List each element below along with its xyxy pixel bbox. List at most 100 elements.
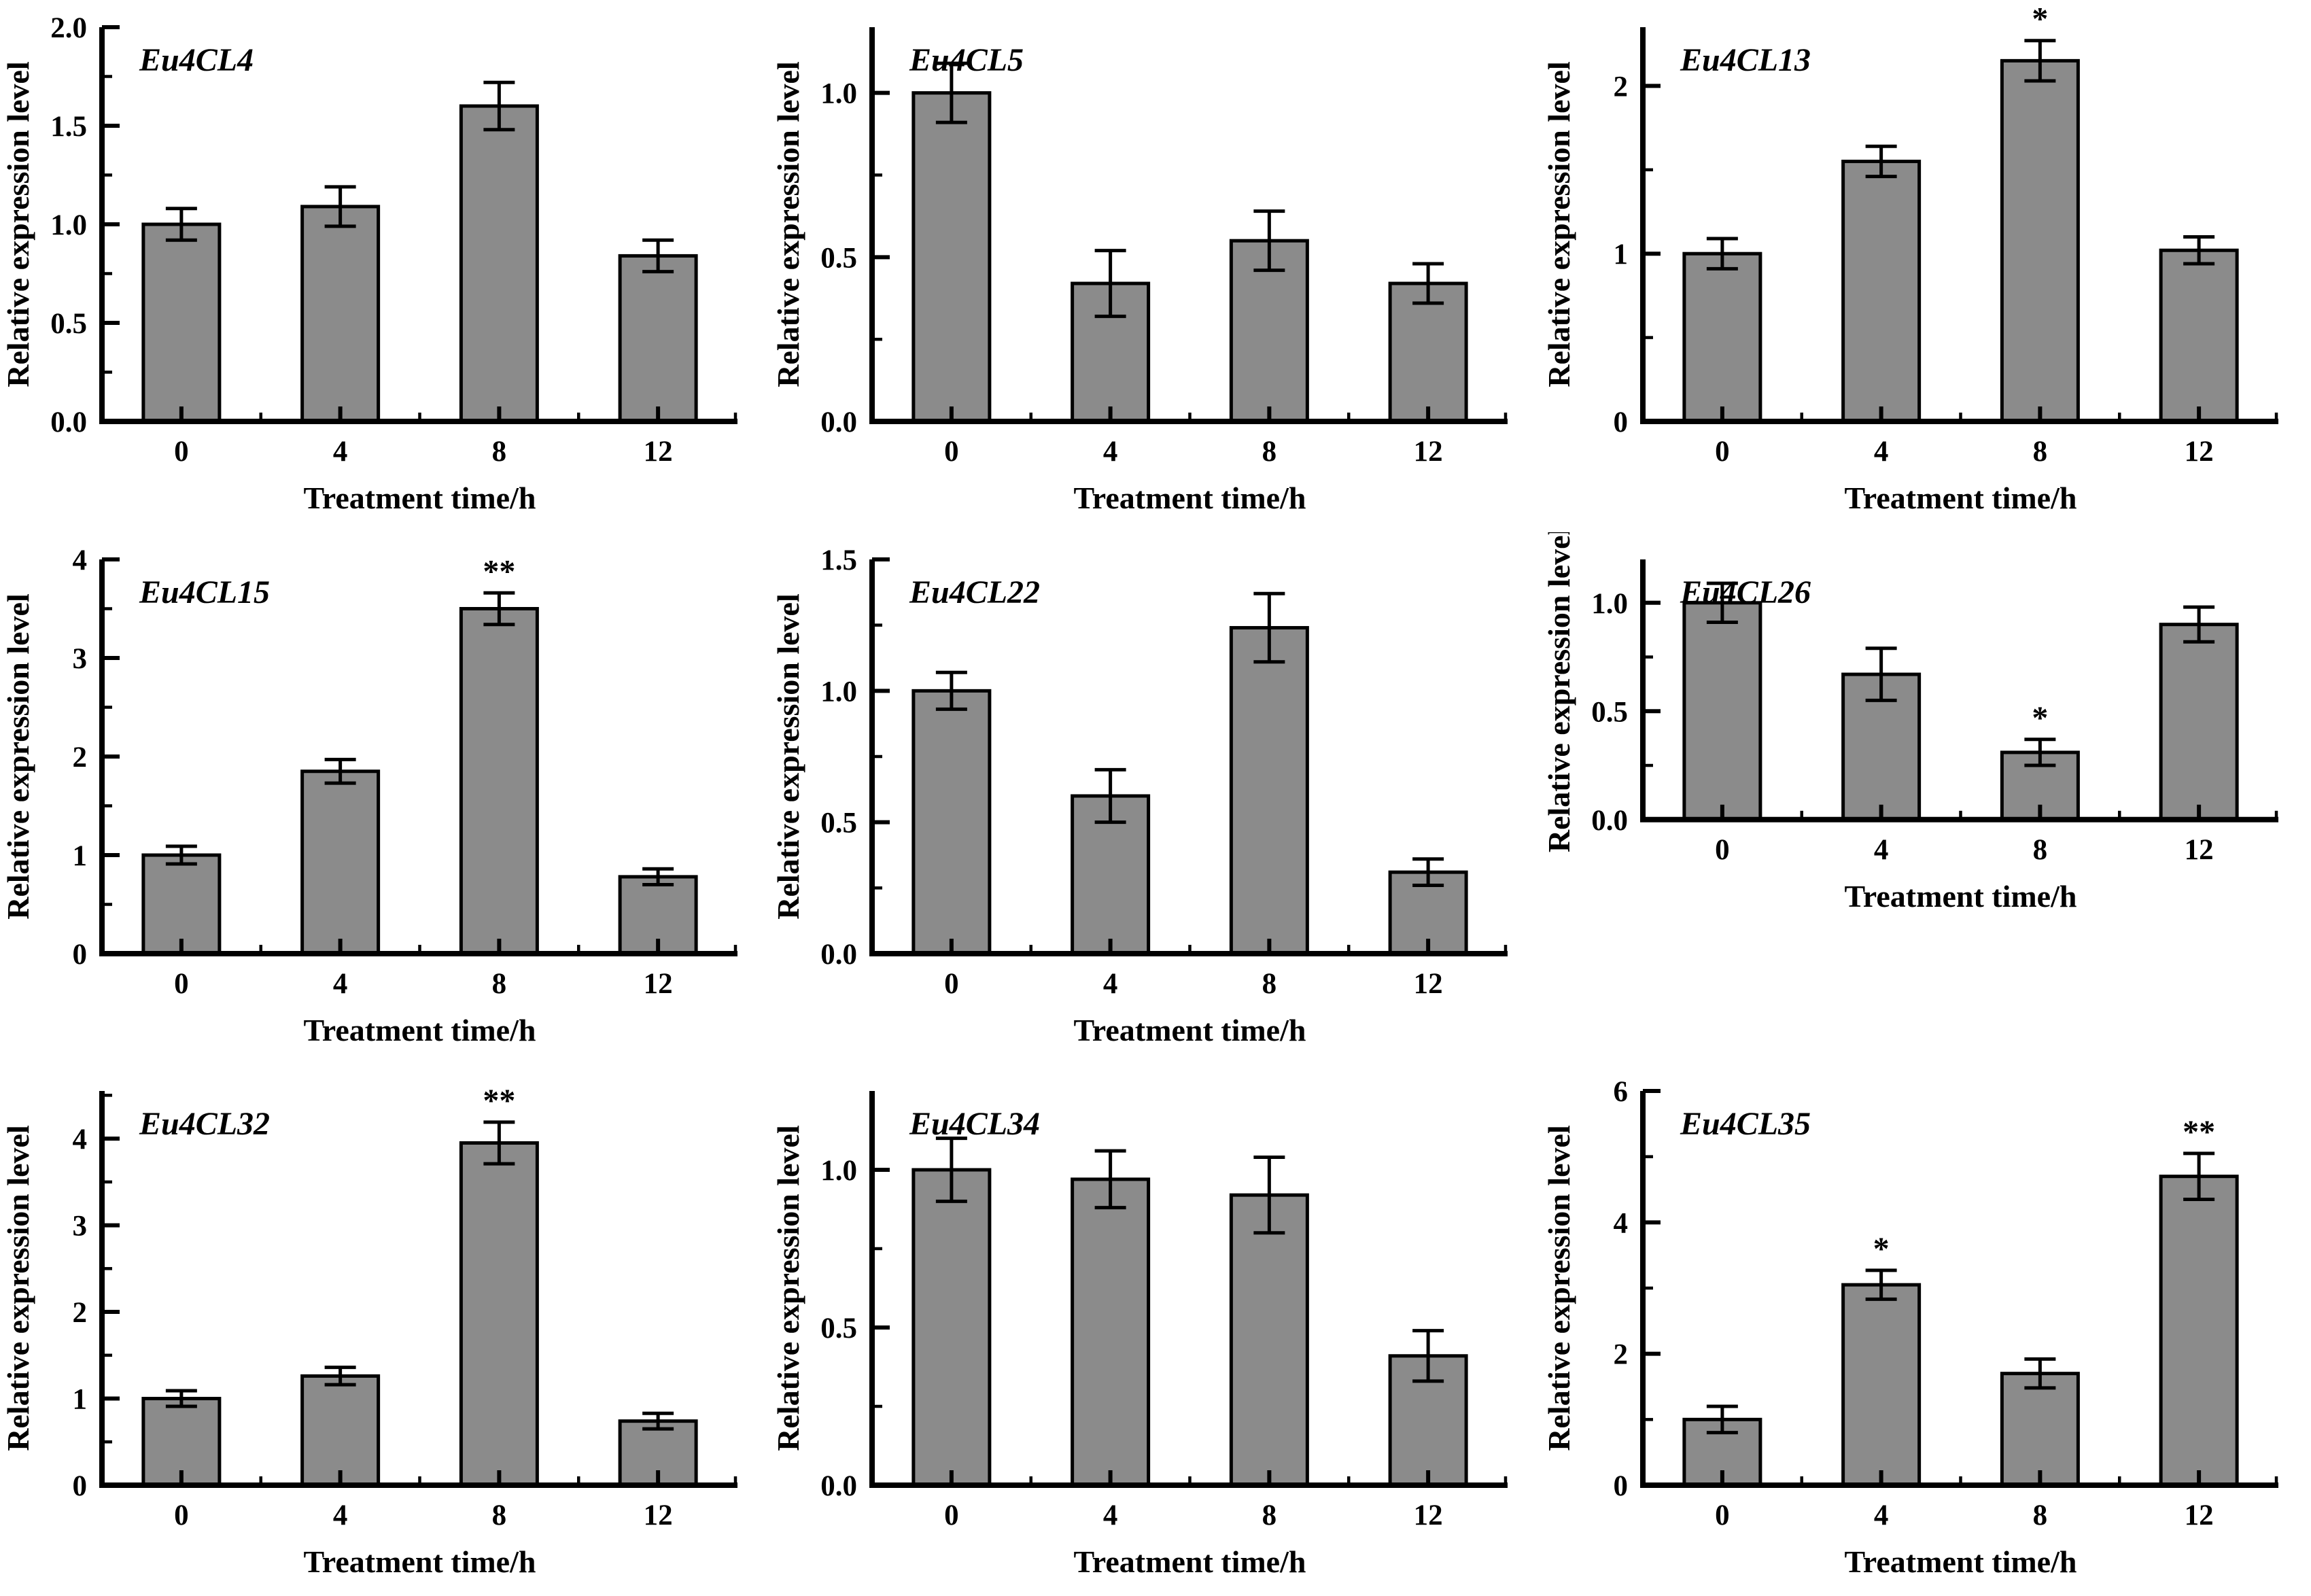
y-tick-label: 1.0 <box>821 1155 858 1187</box>
x-axis-title: Treatment time/h <box>1074 1544 1306 1579</box>
axis-lines <box>869 1091 1508 1489</box>
x-tick-label: 8 <box>2032 436 2047 468</box>
gene-title: Eu4CL35 <box>1680 1106 1811 1142</box>
x-tick-label: 12 <box>644 968 673 1000</box>
gene-title: Eu4CL4 <box>139 42 254 78</box>
gene-title: Eu4CL32 <box>139 1106 270 1142</box>
bar <box>911 1168 992 1487</box>
significance-marker: * <box>1873 1231 1889 1267</box>
y-axis-title: Relative expression level <box>1542 61 1576 387</box>
x-tick-label: 0 <box>1715 1499 1730 1531</box>
y-tick-label: 0.5 <box>821 1313 858 1345</box>
x-tick-label: 8 <box>2032 1499 2047 1531</box>
x-tick-label: 0 <box>944 1499 959 1531</box>
x-tick-label: 12 <box>2184 436 2213 468</box>
x-axis-title: Treatment time/h <box>1844 481 2077 515</box>
x-tick-label: 12 <box>1414 1499 1443 1531</box>
y-tick-label: 2 <box>73 742 88 774</box>
x-tick-label: 0 <box>944 436 959 468</box>
y-tick-label: 1 <box>1613 239 1628 271</box>
y-tick-label: 3 <box>73 1211 88 1243</box>
bar <box>1071 1177 1151 1487</box>
chart-panel: 0.0 0.5 1.0 0 4 8 12 Eu4CL5 Relative expression … <box>770 0 1540 532</box>
y-tick-label: 0.0 <box>821 406 858 438</box>
x-tick-label: 8 <box>1262 1499 1277 1531</box>
x-tick-label: 0 <box>944 968 959 1000</box>
x-tick-label: 0 <box>174 968 189 1000</box>
x-tick-label: 12 <box>644 1499 673 1531</box>
y-tick-label: 4 <box>73 1124 88 1156</box>
x-tick-label: 0 <box>174 1499 189 1531</box>
y-tick-label: 1.5 <box>821 544 858 576</box>
x-axis-title: Treatment time/h <box>304 481 536 515</box>
significance-marker: ** <box>483 553 515 589</box>
y-tick-label: 0 <box>1613 406 1628 438</box>
significance-marker: ** <box>2183 1114 2215 1150</box>
y-tick-label: 0 <box>73 939 88 971</box>
bar <box>2159 622 2239 821</box>
significance-marker: * <box>2032 1 2048 37</box>
bar-chart-svg: 0.0 0.5 1.0 0 4 8 12 Eu4CL5 Relative expression … <box>771 27 1508 515</box>
bar <box>2159 248 2239 423</box>
y-tick-label: 4 <box>73 544 88 576</box>
chart-panel: 0.0 0.5 1.0 1.5 0 4 8 12 Eu4CL22 Relative express… <box>770 532 1540 1064</box>
x-tick-label: 12 <box>2184 1499 2213 1531</box>
x-axis-title: Treatment time/h <box>304 1013 536 1047</box>
x-tick-label: 12 <box>2184 833 2213 865</box>
gene-title: Eu4CL13 <box>1680 42 1811 78</box>
x-tick-label: 0 <box>1715 436 1730 468</box>
x-tick-label: 4 <box>1103 1499 1118 1531</box>
bar <box>1682 251 1762 423</box>
x-tick-label: 8 <box>492 436 507 468</box>
y-tick-label: 2.0 <box>50 12 87 44</box>
x-tick-label: 4 <box>333 436 348 468</box>
x-tick-label: 4 <box>1874 833 1889 865</box>
axis-lines <box>1639 559 2278 822</box>
bar <box>1230 625 1310 956</box>
x-tick-label: 8 <box>1262 968 1277 1000</box>
bar-chart-svg: * 0.0 0.5 1.0 0 4 8 12 Eu4CL26 Relative expressio… <box>1542 532 2278 913</box>
y-tick-label: 6 <box>1613 1076 1628 1108</box>
y-axis-title: Relative expression level <box>1 593 35 920</box>
significance-marker: ** <box>483 1083 515 1119</box>
y-tick-label: 1 <box>73 840 88 872</box>
bar <box>911 689 992 956</box>
y-tick-label: 2 <box>73 1297 88 1329</box>
significance-marker: * <box>2032 699 2048 735</box>
x-tick-label: 4 <box>1103 436 1118 468</box>
y-tick-label: 0.5 <box>821 242 858 274</box>
y-tick-label: 1.0 <box>50 209 87 241</box>
y-axis-title: Relative expression level <box>1 61 35 387</box>
x-tick-label: 4 <box>1874 436 1889 468</box>
chart-panel: ** 0 1 2 3 4 0 4 8 12 Eu4CL15 Relative expression l… <box>0 532 770 1064</box>
gene-title: Eu4CL22 <box>909 574 1040 610</box>
y-tick-label: 1.5 <box>50 111 87 143</box>
y-axis-title: Relative expression level <box>771 1126 805 1452</box>
bar <box>2000 1372 2080 1487</box>
y-tick-label: 2 <box>1613 71 1628 103</box>
x-axis-title: Treatment time/h <box>1074 481 1306 515</box>
y-tick-label: 1.0 <box>821 78 858 110</box>
chart-panel: 0.0 0.5 1.0 0 4 8 12 Eu4CL34 Relative expression… <box>770 1064 1540 1596</box>
y-tick-label: 1.0 <box>821 676 858 708</box>
bar <box>618 254 698 423</box>
chart-panel: * 0.0 0.5 1.0 0 4 8 12 Eu4CL26 Relative expressio… <box>1541 532 2311 1064</box>
x-axis-title: Treatment time/h <box>1074 1013 1306 1047</box>
bar <box>1230 1193 1310 1487</box>
y-axis-title: Relative expression level <box>1542 1126 1576 1452</box>
x-tick-label: 12 <box>1414 968 1443 1000</box>
bar-chart-svg: 0.0 0.5 1.0 1.5 0 4 8 12 Eu4CL22 Relative express… <box>771 544 1508 1047</box>
chart-panel: ** 0 1 2 3 4 0 4 8 12 Eu4CL32 Relative expression l… <box>0 1064 770 1596</box>
bar <box>141 222 222 423</box>
chart-panel: * ** 0 2 4 6 0 4 8 12 Eu4CL35 Relative expression l… <box>1541 1064 2311 1596</box>
bar <box>459 1141 539 1487</box>
y-tick-label: 4 <box>1613 1208 1628 1240</box>
bar <box>300 769 381 956</box>
bar <box>2159 1175 2239 1487</box>
y-tick-label: 0.0 <box>821 1470 858 1502</box>
y-tick-label: 0.0 <box>821 939 858 971</box>
